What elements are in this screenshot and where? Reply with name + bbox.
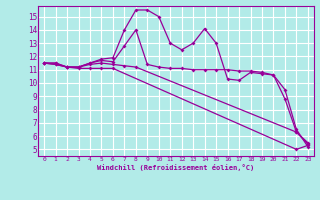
- X-axis label: Windchill (Refroidissement éolien,°C): Windchill (Refroidissement éolien,°C): [97, 164, 255, 171]
